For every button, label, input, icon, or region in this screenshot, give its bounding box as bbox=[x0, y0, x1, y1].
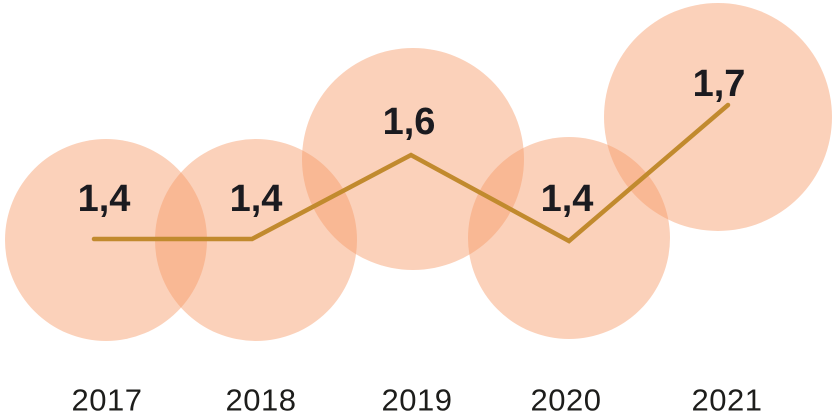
value-label-2020: 1,4 bbox=[540, 178, 594, 220]
value-label-2017: 1,4 bbox=[77, 178, 131, 220]
x-tick-label-2018: 2018 bbox=[225, 382, 297, 418]
x-tick-label-2021: 2021 bbox=[691, 382, 763, 418]
x-tick-label-2017: 2017 bbox=[71, 382, 143, 418]
bubble-2021 bbox=[604, 3, 832, 231]
value-label-2018: 1,4 bbox=[229, 178, 283, 220]
x-tick-label-2020: 2020 bbox=[530, 382, 602, 418]
x-tick-label-2019: 2019 bbox=[381, 382, 453, 418]
value-label-2019: 1,6 bbox=[382, 101, 436, 143]
value-label-2021: 1,7 bbox=[692, 63, 746, 105]
